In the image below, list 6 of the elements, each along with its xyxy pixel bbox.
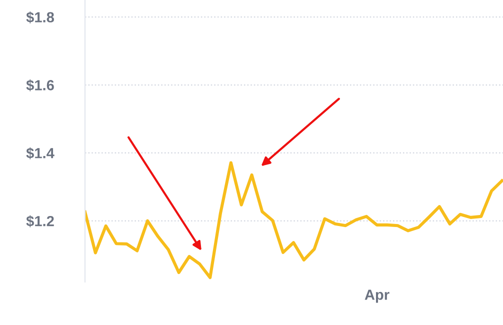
line-series	[85, 161, 503, 280]
text: Apr	[364, 290, 390, 303]
y-tick-label: $1.4	[26, 147, 54, 160]
y-tick-label: $1.2	[26, 215, 54, 228]
y-tick-label: $1.6	[26, 79, 54, 92]
y-tick-label: $1.8	[26, 11, 54, 24]
